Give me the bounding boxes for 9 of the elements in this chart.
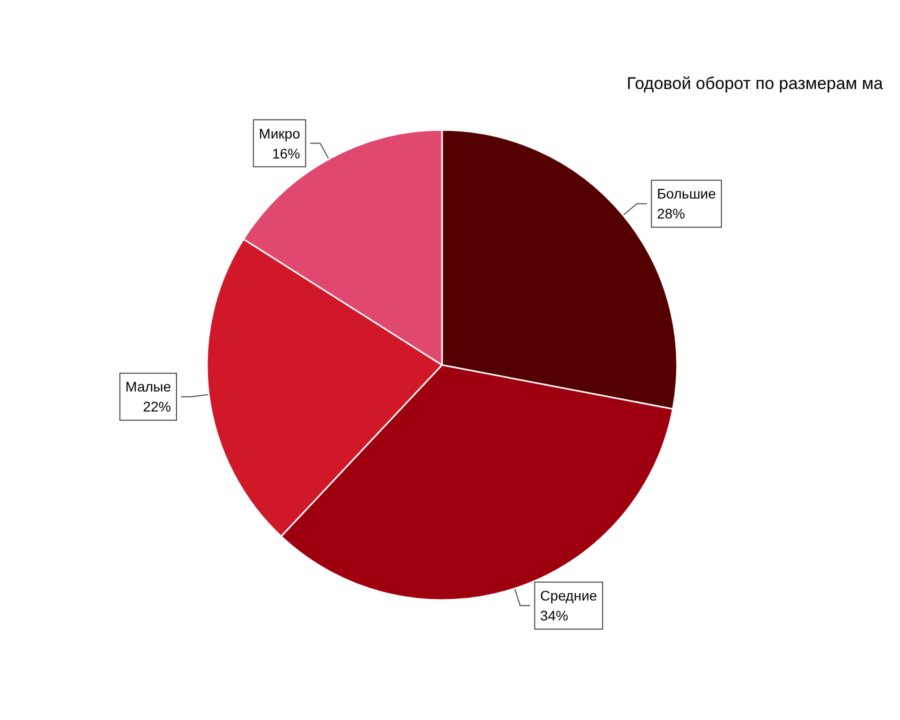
data-label: 22%	[142, 398, 171, 415]
slice-label: Микро	[258, 125, 300, 142]
slice-label: Большие	[656, 186, 716, 202]
data-label: 28%	[656, 206, 685, 222]
slice-label: Малые	[125, 378, 172, 395]
slice-label: Средние	[540, 588, 598, 604]
text: Годовой оборот по размерам ма	[626, 74, 884, 93]
data-label: 34%	[540, 608, 568, 624]
data-label: 16%	[272, 145, 300, 162]
